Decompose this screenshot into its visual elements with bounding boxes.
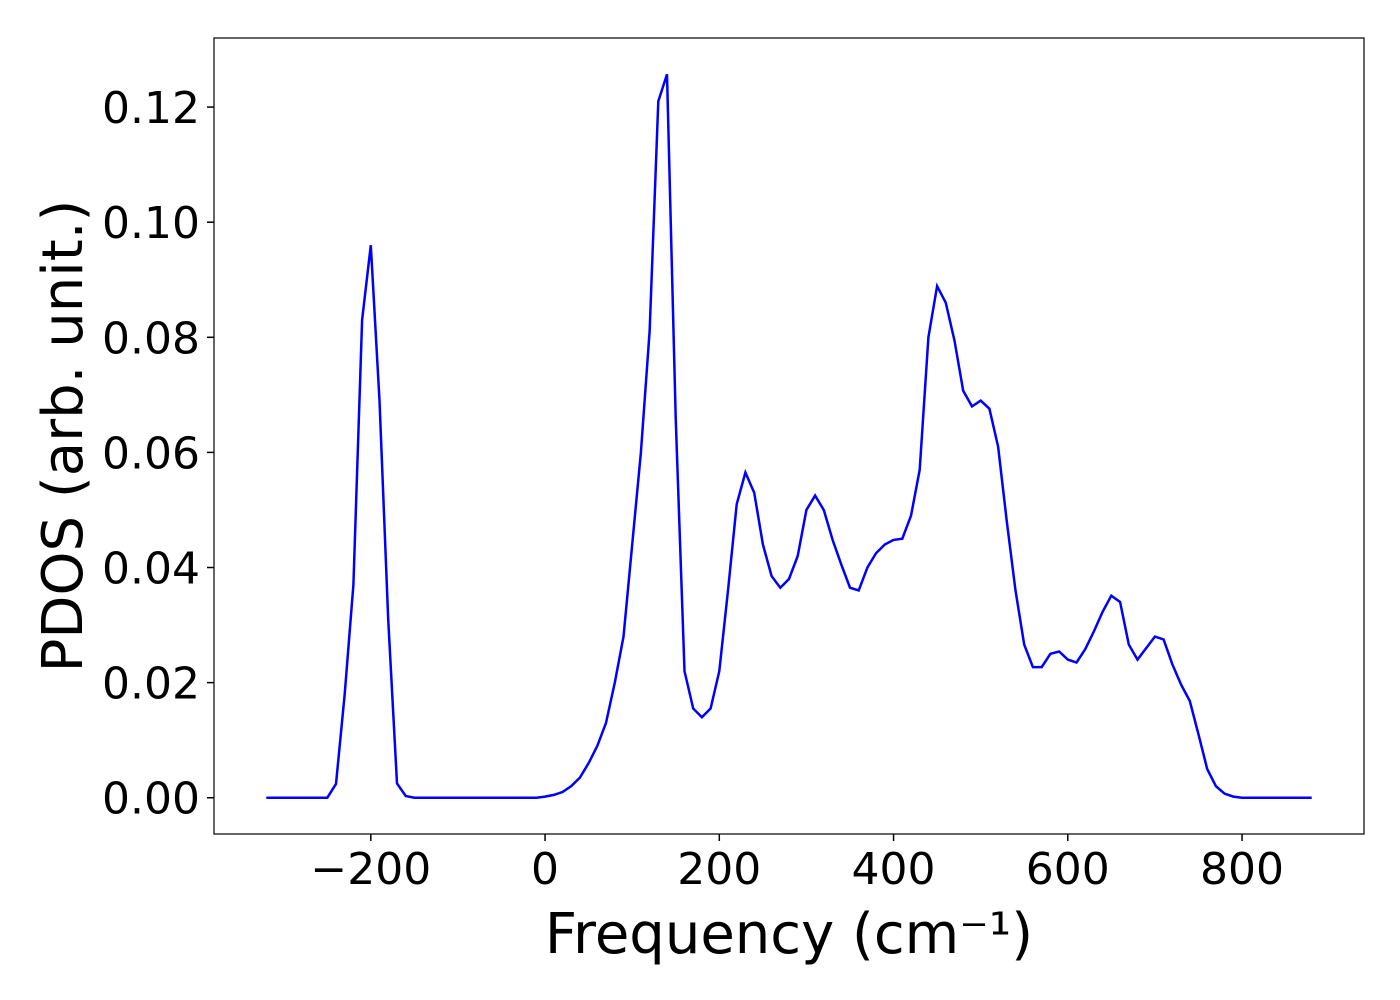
y-tick-label: 0.04 (102, 544, 200, 595)
x-tick-label: 800 (1200, 844, 1284, 895)
x-tick-label: 400 (852, 844, 936, 895)
x-tick-label: 600 (1026, 844, 1110, 895)
x-tick-label: 200 (677, 844, 761, 895)
x-axis-label: Frequency (cm⁻¹) (545, 902, 1033, 967)
y-axis-label: PDOS (arb. unit.) (31, 200, 96, 673)
y-tick-label: 0.02 (102, 659, 200, 710)
y-tick-label: 0.12 (102, 83, 200, 134)
y-tick-label: 0.06 (102, 428, 200, 479)
y-tick-label: 0.08 (102, 313, 200, 364)
x-tick-label: 0 (531, 844, 559, 895)
y-tick-label: 0.00 (102, 774, 200, 825)
plot-frame (213, 37, 1365, 835)
data-line (266, 73, 1312, 799)
x-tick-label: −200 (310, 844, 431, 895)
y-tick-label: 0.10 (102, 198, 200, 249)
